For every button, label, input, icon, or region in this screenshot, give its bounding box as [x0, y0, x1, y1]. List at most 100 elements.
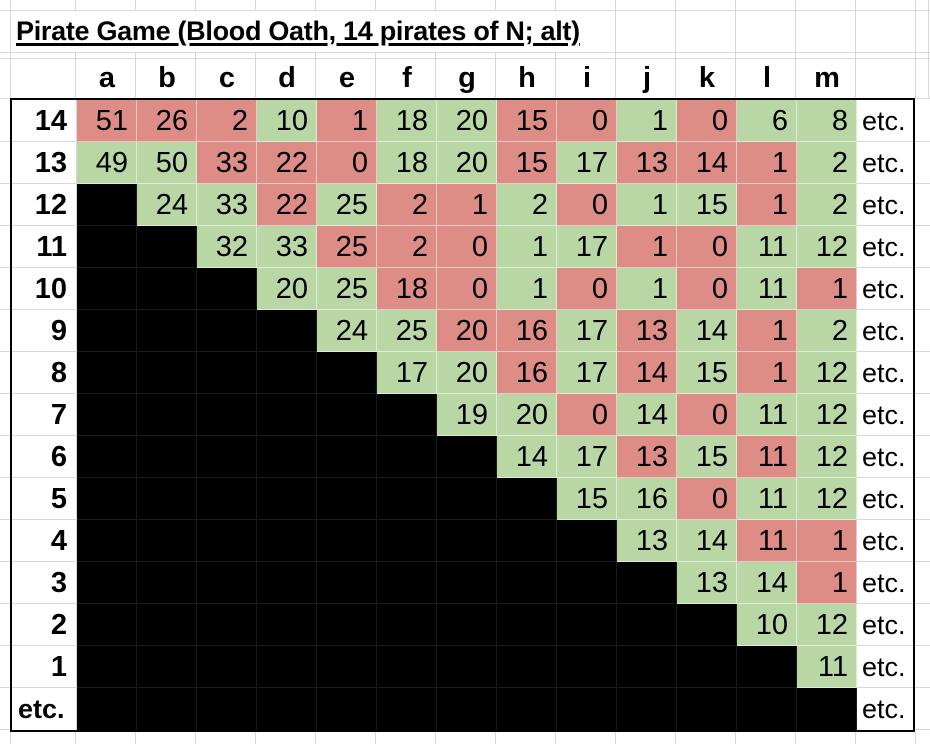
cell-m14[interactable]: 8	[797, 100, 857, 142]
cell-d8[interactable]	[257, 352, 317, 394]
cell-j14[interactable]: 1	[617, 100, 677, 142]
cell-etc-6[interactable]: etc.	[857, 436, 913, 478]
cell-d3[interactable]	[257, 562, 317, 604]
row-label-2[interactable]: 2	[12, 604, 77, 646]
cell-i11[interactable]: 17	[557, 226, 617, 268]
cell-g8[interactable]: 20	[437, 352, 497, 394]
cell-etc-13[interactable]: etc.	[857, 142, 913, 184]
cell-h4[interactable]	[497, 520, 557, 562]
cell-d5[interactable]	[257, 478, 317, 520]
cell-etc-14[interactable]: etc.	[857, 100, 913, 142]
cell-c4[interactable]	[197, 520, 257, 562]
cell-a7[interactable]	[77, 394, 137, 436]
cell-m7[interactable]: 12	[797, 394, 857, 436]
cell-d13[interactable]: 22	[257, 142, 317, 184]
cell-h1[interactable]	[497, 646, 557, 688]
cell-k6[interactable]: 15	[677, 436, 737, 478]
cell-a5[interactable]	[77, 478, 137, 520]
cell-k14[interactable]: 0	[677, 100, 737, 142]
cell-l6[interactable]: 11	[737, 436, 797, 478]
cell-etc-11[interactable]: etc.	[857, 226, 913, 268]
cell-cetc[interactable]	[197, 688, 257, 730]
col-header-g[interactable]: g	[458, 61, 476, 94]
cell-l3[interactable]: 14	[737, 562, 797, 604]
cell-i14[interactable]: 0	[557, 100, 617, 142]
cell-ketc[interactable]	[677, 688, 737, 730]
cell-etc-7[interactable]: etc.	[857, 394, 913, 436]
cell-b9[interactable]	[137, 310, 197, 352]
cell-k13[interactable]: 14	[677, 142, 737, 184]
cell-f7[interactable]	[377, 394, 437, 436]
cell-h14[interactable]: 15	[497, 100, 557, 142]
cell-m13[interactable]: 2	[797, 142, 857, 184]
cell-g4[interactable]	[437, 520, 497, 562]
cell-l14[interactable]: 6	[737, 100, 797, 142]
cell-j7[interactable]: 14	[617, 394, 677, 436]
row-label-4[interactable]: 4	[12, 520, 77, 562]
cell-c2[interactable]	[197, 604, 257, 646]
cell-k1[interactable]	[677, 646, 737, 688]
col-header-b[interactable]: b	[158, 61, 176, 94]
cell-e2[interactable]	[317, 604, 377, 646]
cell-g9[interactable]: 20	[437, 310, 497, 352]
cell-f8[interactable]: 17	[377, 352, 437, 394]
cell-f9[interactable]: 25	[377, 310, 437, 352]
cell-h12[interactable]: 2	[497, 184, 557, 226]
cell-ietc[interactable]	[557, 688, 617, 730]
cell-g12[interactable]: 1	[437, 184, 497, 226]
cell-c8[interactable]	[197, 352, 257, 394]
cell-j4[interactable]: 13	[617, 520, 677, 562]
col-header-m[interactable]: m	[814, 61, 840, 94]
cell-m1[interactable]: 11	[797, 646, 857, 688]
cell-a11[interactable]	[77, 226, 137, 268]
cell-i3[interactable]	[557, 562, 617, 604]
col-header-h[interactable]: h	[518, 61, 536, 94]
cell-j13[interactable]: 13	[617, 142, 677, 184]
row-label-1[interactable]: 1	[12, 646, 77, 688]
cell-d11[interactable]: 33	[257, 226, 317, 268]
cell-g11[interactable]: 0	[437, 226, 497, 268]
cell-i6[interactable]: 17	[557, 436, 617, 478]
cell-d14[interactable]: 10	[257, 100, 317, 142]
cell-jetc[interactable]	[617, 688, 677, 730]
cell-g7[interactable]: 19	[437, 394, 497, 436]
cell-f6[interactable]	[377, 436, 437, 478]
row-label-9[interactable]: 9	[12, 310, 77, 352]
cell-c12[interactable]: 33	[197, 184, 257, 226]
cell-getc[interactable]	[437, 688, 497, 730]
cell-b8[interactable]	[137, 352, 197, 394]
col-header-j[interactable]: j	[642, 61, 652, 94]
cell-m4[interactable]: 1	[797, 520, 857, 562]
cell-m11[interactable]: 12	[797, 226, 857, 268]
cell-h11[interactable]: 1	[497, 226, 557, 268]
cell-d1[interactable]	[257, 646, 317, 688]
cell-m10[interactable]: 1	[797, 268, 857, 310]
cell-etc-1[interactable]: etc.	[857, 646, 913, 688]
cell-l4[interactable]: 11	[737, 520, 797, 562]
row-label-6[interactable]: 6	[12, 436, 77, 478]
row-label-8[interactable]: 8	[12, 352, 77, 394]
cell-m9[interactable]: 2	[797, 310, 857, 352]
cell-k11[interactable]: 0	[677, 226, 737, 268]
col-header-a[interactable]: a	[98, 61, 116, 94]
cell-g6[interactable]	[437, 436, 497, 478]
cell-e8[interactable]	[317, 352, 377, 394]
cell-k5[interactable]: 0	[677, 478, 737, 520]
cell-metc[interactable]	[797, 688, 857, 730]
cell-hetc[interactable]	[497, 688, 557, 730]
cell-e13[interactable]: 0	[317, 142, 377, 184]
cell-d9[interactable]	[257, 310, 317, 352]
cell-m5[interactable]: 12	[797, 478, 857, 520]
cell-d4[interactable]	[257, 520, 317, 562]
cell-f13[interactable]: 18	[377, 142, 437, 184]
cell-l9[interactable]: 1	[737, 310, 797, 352]
col-header-k[interactable]: k	[698, 61, 716, 94]
cell-f3[interactable]	[377, 562, 437, 604]
cell-e3[interactable]	[317, 562, 377, 604]
cell-a8[interactable]	[77, 352, 137, 394]
cell-f5[interactable]	[377, 478, 437, 520]
cell-k4[interactable]: 14	[677, 520, 737, 562]
cell-b4[interactable]	[137, 520, 197, 562]
cell-j10[interactable]: 1	[617, 268, 677, 310]
cell-l1[interactable]	[737, 646, 797, 688]
